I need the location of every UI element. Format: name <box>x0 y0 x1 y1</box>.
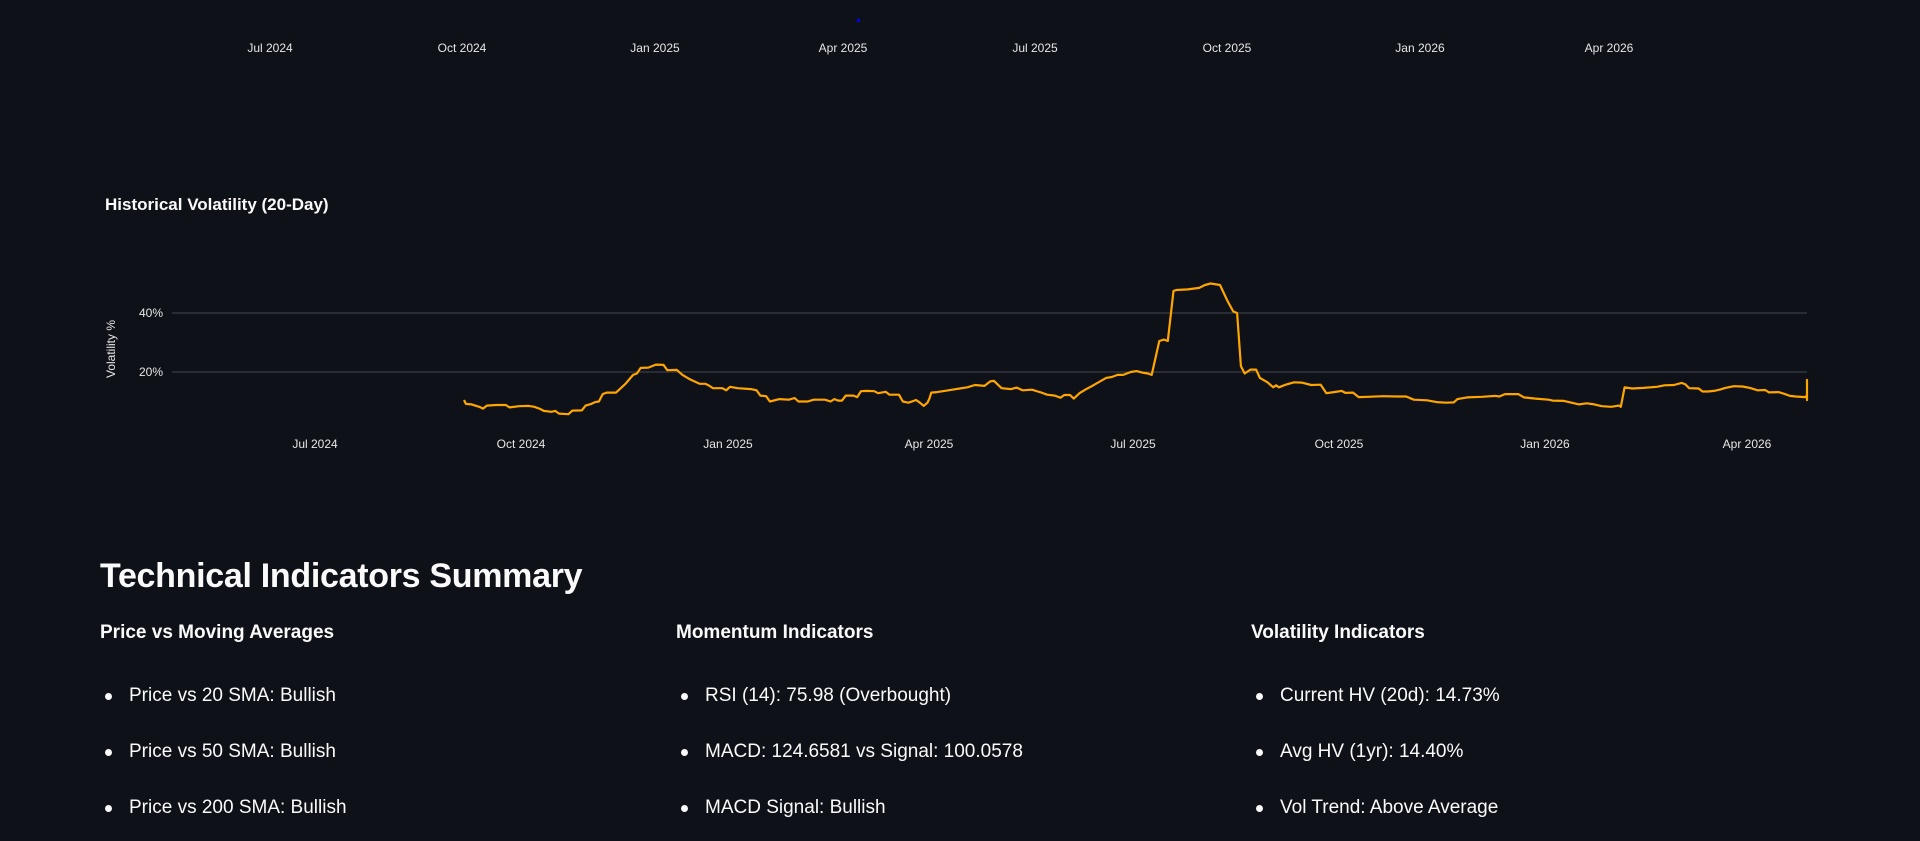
chart-marker <box>857 19 860 22</box>
top-chart-x-axis: Jul 2024 Oct 2024 Jan 2025 Apr 2025 Jul … <box>0 0 1920 80</box>
x-tick: Jan 2025 <box>630 41 680 55</box>
x-axis-ticks: Jul 2024 Oct 2024 Jan 2025 Apr 2025 Jul 2025… <box>292 437 1771 451</box>
x-tick: Jan 2025 <box>703 437 753 451</box>
list-item: Vol Trend: Above Average <box>1251 780 1791 836</box>
x-tick: Apr 2025 <box>818 41 868 55</box>
x-tick: Apr 2025 <box>905 437 954 451</box>
x-tick: Jan 2026 <box>1520 437 1570 451</box>
summary-column-moving-averages: Price vs Moving Averages Price vs 20 SMA… <box>100 622 640 836</box>
column-heading: Price vs Moving Averages <box>100 622 335 643</box>
summary-column-momentum: Momentum Indicators RSI (14): 75.98 (Ove… <box>676 622 1216 836</box>
indicator-list: Price vs 20 SMA: Bullish Price vs 50 SMA… <box>100 668 640 836</box>
column-heading: Momentum Indicators <box>676 622 874 643</box>
x-tick: Jan 2026 <box>1395 41 1445 55</box>
list-item: MACD: 124.6581 vs Signal: 100.0578 <box>676 724 1216 780</box>
list-item: Current HV (20d): 14.73% <box>1251 668 1791 724</box>
summary-column-volatility: Volatility Indicators Current HV (20d): … <box>1251 622 1791 836</box>
list-item: Avg HV (1yr): 14.40% <box>1251 724 1791 780</box>
indicator-list: RSI (14): 75.98 (Overbought) MACD: 124.6… <box>676 668 1216 836</box>
volatility-line[interactable] <box>463 282 1809 416</box>
indicator-list: Current HV (20d): 14.73% Avg HV (1yr): 1… <box>1251 668 1791 836</box>
x-tick: Oct 2024 <box>497 437 546 451</box>
list-item: Price vs 200 SMA: Bullish <box>100 780 640 836</box>
chart-gridlines <box>172 312 1807 373</box>
historical-volatility-chart[interactable]: 20% 40% Volatility % Jul 2024 Oct 2024 Jan … <box>0 230 1920 460</box>
x-tick: Oct 2024 <box>437 41 487 55</box>
list-item: RSI (14): 75.98 (Overbought) <box>676 668 1216 724</box>
x-tick: Oct 2025 <box>1315 437 1364 451</box>
x-tick: Jul 2024 <box>247 41 293 55</box>
x-tick: Jul 2025 <box>1012 41 1058 55</box>
x-tick: Jul 2025 <box>1110 437 1156 451</box>
y-axis-label: Volatility % <box>104 320 118 378</box>
x-tick: Apr 2026 <box>1584 41 1634 55</box>
list-item: Price vs 50 SMA: Bullish <box>100 724 640 780</box>
list-item: MACD Signal: Bullish <box>676 780 1216 836</box>
list-item: Price vs 20 SMA: Bullish <box>100 668 640 724</box>
x-tick: Oct 2025 <box>1202 41 1252 55</box>
chart-title: Historical Volatility (20-Day) <box>105 195 329 214</box>
y-axis-ticks: 20% 40% <box>139 306 163 379</box>
summary-title: Technical Indicators Summary <box>100 557 583 595</box>
x-tick: Jul 2024 <box>292 437 338 451</box>
x-tick: Apr 2026 <box>1723 437 1772 451</box>
y-tick: 20% <box>139 365 163 379</box>
y-tick: 40% <box>139 306 163 320</box>
column-heading: Volatility Indicators <box>1251 622 1425 643</box>
